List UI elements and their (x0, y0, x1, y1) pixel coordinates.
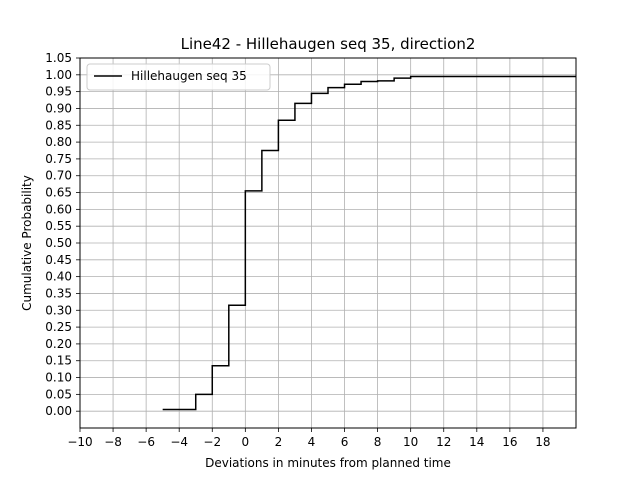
y-tick-label: 1.05 (45, 51, 72, 65)
y-tick-label: 0.25 (45, 320, 72, 334)
chart-title: Line42 - Hillehaugen seq 35, direction2 (181, 35, 476, 53)
x-tick-label: 10 (403, 435, 418, 449)
legend-entry-label: Hillehaugen seq 35 (131, 69, 247, 83)
x-tick-label: 8 (374, 435, 382, 449)
x-axis-label: Deviations in minutes from planned time (205, 456, 451, 470)
x-tick-label: −10 (67, 435, 92, 449)
x-tick-label: −6 (137, 435, 155, 449)
y-tick-label: 0.20 (45, 337, 72, 351)
x-tick-label: 18 (535, 435, 550, 449)
y-axis: 0.00 0.05 0.10 0.15 0.20 0.25 0.30 0.35 0.40 0.45… (45, 51, 80, 418)
x-tick-label: −2 (203, 435, 221, 449)
y-tick-label: 0.80 (45, 135, 72, 149)
y-tick-label: 1.00 (45, 68, 72, 82)
y-tick-label: 0.35 (45, 286, 72, 300)
y-tick-label: 0.50 (45, 236, 72, 250)
y-tick-label: 0.75 (45, 152, 72, 166)
y-tick-label: 0.15 (45, 354, 72, 368)
x-tick-label: 2 (275, 435, 283, 449)
y-tick-label: 0.30 (45, 303, 72, 317)
x-tick-label: 12 (436, 435, 451, 449)
x-tick-label: 14 (469, 435, 484, 449)
y-tick-label: 0.45 (45, 253, 72, 267)
y-tick-label: 0.00 (45, 404, 72, 418)
y-tick-label: 0.60 (45, 202, 72, 216)
series-line-step (162, 75, 576, 411)
x-tick-label: −8 (104, 435, 122, 449)
x-tick-label: 16 (502, 435, 517, 449)
x-tick-label: −4 (170, 435, 188, 449)
y-tick-label: 0.70 (45, 169, 72, 183)
y-tick-label: 0.40 (45, 270, 72, 284)
x-tick-label: 0 (242, 435, 250, 449)
x-tick-label: 6 (341, 435, 349, 449)
y-tick-label: 0.95 (45, 85, 72, 99)
legend-box (86, 63, 271, 91)
y-tick-label: 0.10 (45, 371, 72, 385)
y-axis-label: Cumulative Probability (20, 175, 34, 311)
y-tick-label: 0.55 (45, 219, 72, 233)
y-tick-label: 0.85 (45, 118, 72, 132)
series-layer (162, 75, 576, 411)
y-tick-label: 0.65 (45, 186, 72, 200)
x-tick-label: 4 (308, 435, 316, 449)
grid (79, 57, 576, 428)
x-axis: −10 −8 −6 −4 −2 0 2 4 6 8 10 12 14 16 18 (67, 428, 551, 449)
y-tick-label: 0.90 (45, 101, 72, 115)
y-tick-label: 0.05 (45, 387, 72, 401)
legend: Hillehaugen seq 35 (86, 63, 271, 91)
